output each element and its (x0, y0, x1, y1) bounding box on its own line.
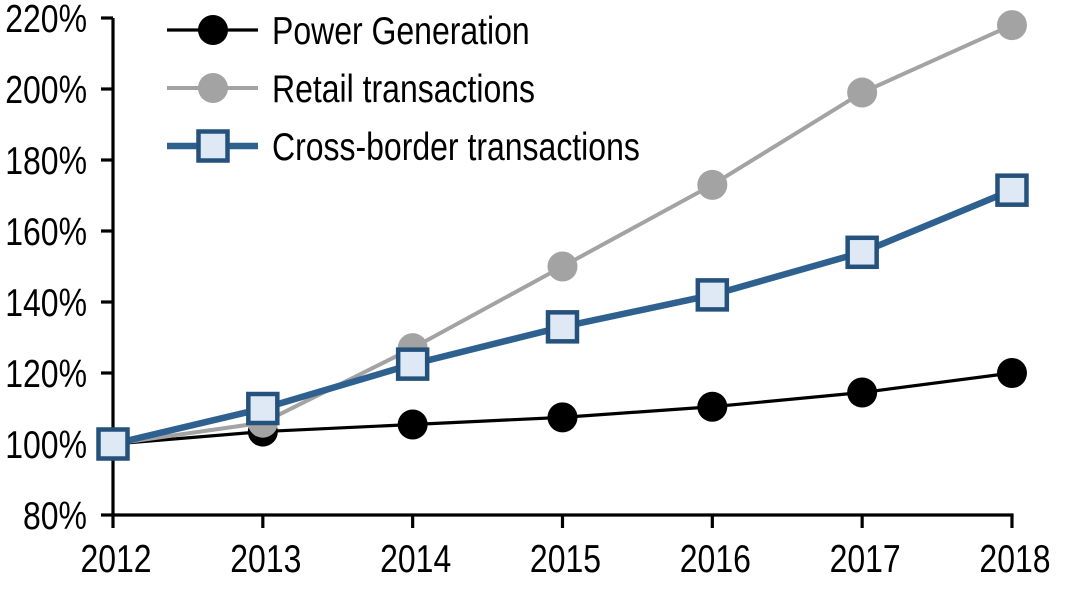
x-axis-tick-label: 2017 (830, 537, 901, 581)
data-point-power-generation-2018 (996, 358, 1027, 388)
data-point-retail-transactions-2016 (697, 169, 728, 200)
y-axis-tick-label-text: 160% (5, 210, 87, 254)
data-point-retail-transactions-2015 (547, 251, 578, 282)
y-axis-tick-label-text: 80% (23, 494, 87, 538)
data-point-retail-transactions-2018 (996, 10, 1027, 41)
y-axis-tick-label: 220% (5, 0, 87, 41)
x-axis-tick-label-text: 2014 (380, 537, 451, 581)
x-axis-tick-label: 2018 (979, 537, 1050, 581)
data-point-power-generation-2015 (547, 402, 578, 433)
data-point-cross-border-transactions-2018 (995, 173, 1029, 207)
data-point-cross-border-transactions-2016 (695, 278, 730, 312)
legend-label-retail-transactions-text: Retail transactions (272, 67, 535, 111)
x-axis-tick-label: 2014 (380, 537, 451, 581)
x-axis-tick-label: 2015 (530, 537, 601, 581)
x-axis-tick-label-text: 2012 (80, 537, 151, 581)
data-point-retail-transactions-2017 (847, 77, 878, 108)
y-axis-tick-label-text: 200% (5, 68, 87, 112)
x-axis-tick-label: 2013 (230, 537, 301, 581)
x-axis-tick-label-text: 2018 (979, 537, 1050, 581)
legend-label-cross-border-transactions-text: Cross-border transactions (272, 125, 640, 169)
data-point-cross-border-transactions-2017 (845, 235, 879, 270)
y-axis-tick-label-text: 120% (5, 352, 87, 396)
data-point-power-generation-2016 (697, 391, 728, 422)
y-axis-tick-label-text: 220% (5, 0, 87, 41)
legend-label-cross-border-transactions: Cross-border transactions (272, 125, 640, 169)
y-axis-tick-label-text: 100% (5, 423, 87, 467)
x-axis-tick-label-text: 2015 (530, 537, 601, 581)
data-point-power-generation-2017 (847, 377, 878, 408)
data-point-cross-border-transactions-2015 (545, 310, 580, 344)
y-axis-tick-label-text: 180% (5, 139, 87, 183)
legend-marker-retail-transactions (198, 73, 228, 103)
y-axis-tick-label: 100% (5, 423, 87, 467)
data-point-power-generation-2014 (397, 409, 428, 440)
legend-label-power-generation-text: Power Generation (272, 9, 530, 53)
y-axis-tick-label-text: 140% (5, 281, 87, 325)
legend-marker-power-generation (198, 15, 228, 45)
legend-label-power-generation: Power Generation (272, 9, 530, 53)
y-axis-tick-label: 180% (5, 139, 87, 183)
data-point-cross-border-transactions-2012 (96, 427, 130, 461)
y-axis-tick-label: 140% (5, 281, 87, 325)
x-axis-tick-label-text: 2016 (680, 537, 751, 581)
x-axis-tick-label: 2012 (80, 537, 151, 581)
y-axis-tick-label: 200% (5, 68, 87, 112)
y-axis-tick-label: 80% (23, 494, 87, 538)
data-point-cross-border-transactions-2014 (395, 347, 430, 381)
y-axis-tick-label: 120% (5, 352, 87, 396)
data-point-cross-border-transactions-2013 (246, 391, 280, 426)
y-axis-tick-label: 160% (5, 210, 87, 254)
x-axis-tick-label-text: 2013 (230, 537, 301, 581)
legend-marker-cross-border-transactions (196, 129, 230, 163)
legend-label-retail-transactions: Retail transactions (272, 67, 535, 111)
x-axis-tick-label-text: 2017 (830, 537, 901, 581)
x-axis-tick-label: 2016 (680, 537, 751, 581)
